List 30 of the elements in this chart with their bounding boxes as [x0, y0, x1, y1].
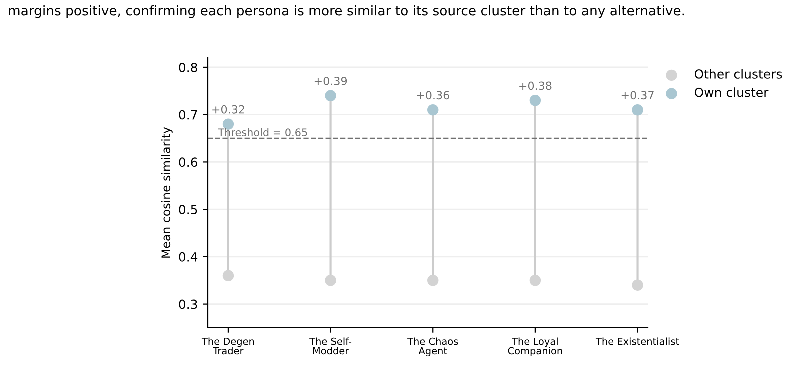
point: [530, 275, 542, 286]
annotation: +0.36: [417, 91, 450, 100]
y-tick-label: 0.7: [179, 110, 198, 120]
x-tick-label: The Loyal Companion: [508, 338, 562, 357]
point: [530, 95, 542, 106]
annotation: +0.38: [520, 82, 552, 90]
legend-label: Own cluster: [694, 88, 769, 98]
x-tick-label: The Chaos Agent: [408, 338, 458, 357]
point: [325, 275, 336, 286]
legend-label: Other clusters: [694, 69, 782, 79]
point: [632, 104, 644, 116]
annotation: +0.37: [622, 91, 654, 100]
annotation: +0.39: [314, 77, 348, 86]
y-tick-label: 0.3: [179, 300, 198, 310]
y-tick-label: 0.5: [179, 205, 198, 215]
text: margins positive, confirming each persona is more similar to its source cluster than to any alternative.: [9, 6, 684, 18]
y-axis-title: Mean cosine similarity: [161, 127, 173, 258]
point: [222, 270, 234, 282]
annotation: +0.32: [212, 105, 244, 114]
point: [428, 104, 439, 116]
point: [428, 275, 439, 286]
point: [325, 90, 336, 102]
x-tick-label: The Self- Modder: [310, 338, 352, 355]
x-tick-label: The Degen Trader: [202, 338, 254, 355]
y-tick-label: 0.6: [179, 158, 198, 168]
point: [632, 280, 644, 291]
ref-line-label: Threshold = 0.65: [218, 128, 308, 137]
y-tick-label: 0.4: [179, 252, 198, 262]
y-tick-label: 0.8: [179, 62, 198, 72]
x-tick-label: The Existentialist: [596, 338, 680, 346]
